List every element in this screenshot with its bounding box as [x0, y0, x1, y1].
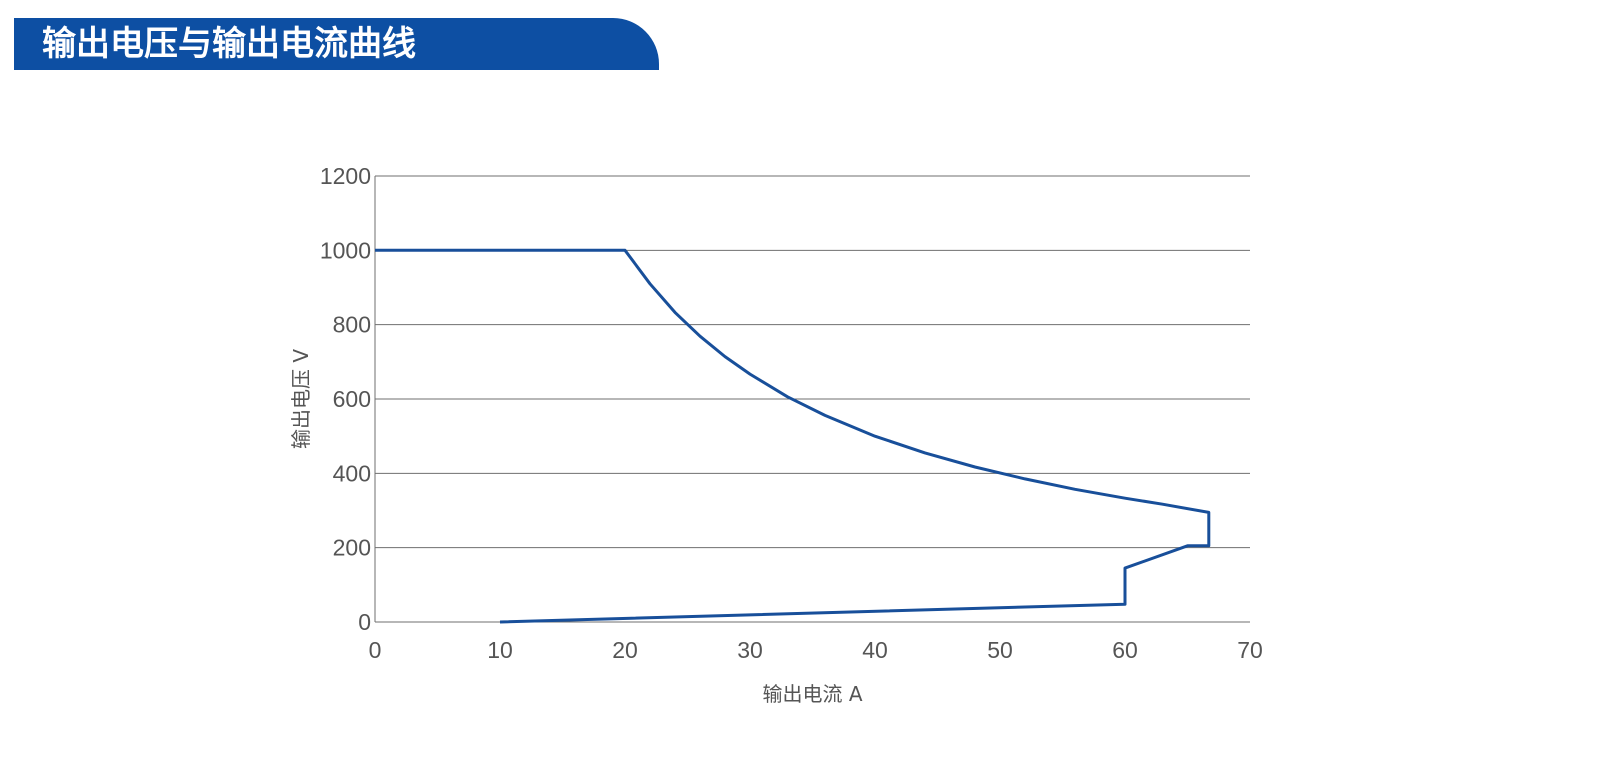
y-tick-label: 1200: [320, 163, 371, 189]
y-tick-label: 0: [358, 609, 371, 635]
x-axis-label: 输出电流 A: [762, 682, 862, 706]
y-tick-label: 200: [333, 535, 371, 561]
x-tick-label: 50: [987, 637, 1013, 663]
x-tick-label: 0: [369, 637, 382, 663]
y-axis-label: 输出电压 V: [289, 349, 313, 449]
x-tick-label: 60: [1112, 637, 1138, 663]
series-line-0: [375, 248, 1211, 624]
grid-layer: [374, 175, 1250, 623]
title-banner: 输出电压与输出电流曲线: [14, 18, 659, 70]
y-tick-label: 400: [333, 460, 371, 486]
x-tick-label: 70: [1237, 637, 1263, 663]
page-title: 输出电压与输出电流曲线: [42, 24, 416, 64]
y-tick-label: 800: [333, 312, 371, 338]
y-tick-label: 600: [333, 386, 371, 412]
tick-layer: 0 200 400 600 800 1000 1200 0 10 20 30 40 50 60 70: [320, 163, 1263, 663]
x-tick-label: 30: [737, 637, 763, 663]
x-tick-label: 20: [612, 637, 638, 663]
series-layer: [375, 248, 1211, 624]
x-tick-label: 40: [862, 637, 888, 663]
y-tick-label: 1000: [320, 237, 371, 263]
x-tick-label: 10: [487, 637, 513, 663]
